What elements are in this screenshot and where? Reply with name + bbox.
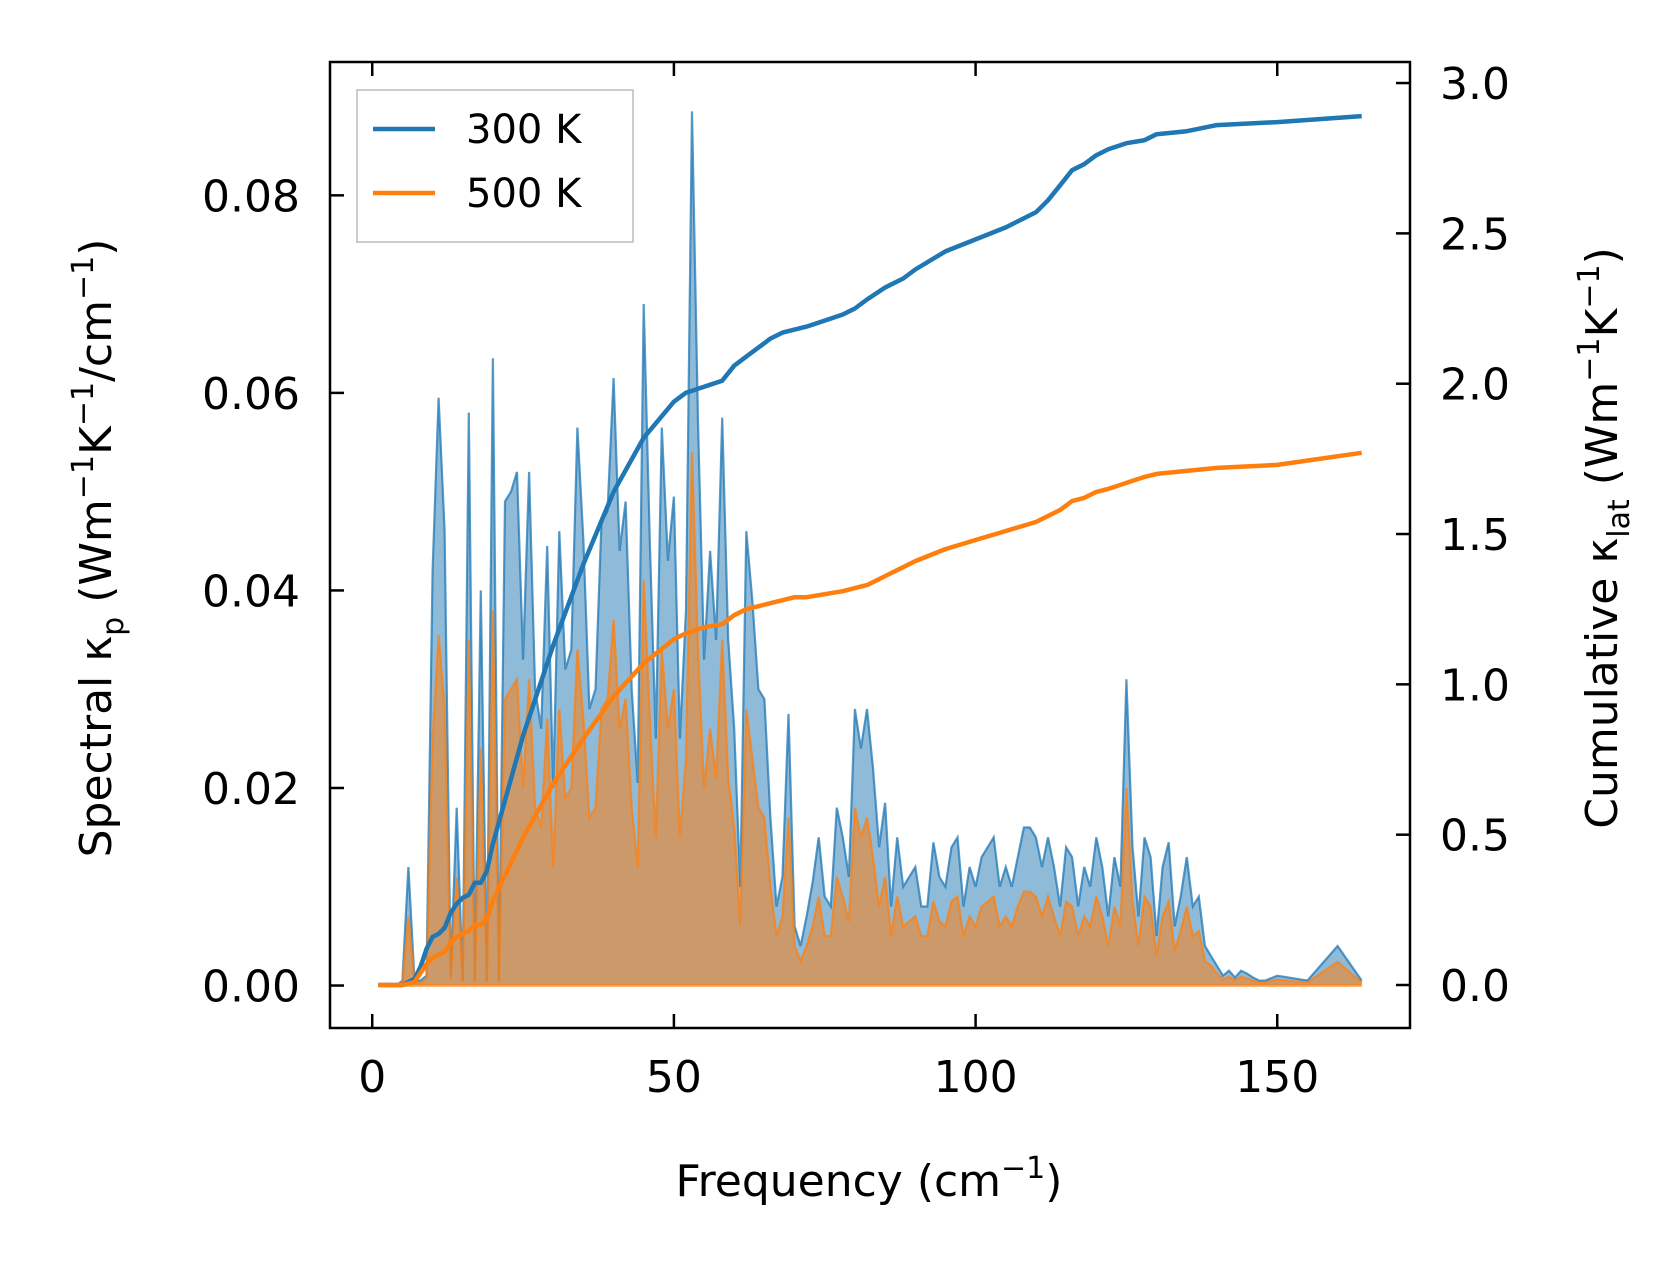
x-tick-label: 100 <box>934 1052 1018 1103</box>
x-axis-label: Frequency (cm−1) <box>676 1151 1063 1207</box>
axis-ticks: 0 50 100 150 0.00 0.02 0.04 0.06 0.08 0.0 0.5 1.0 1.… <box>202 59 1510 1103</box>
spectral-fills <box>378 111 1363 988</box>
plot-frame <box>328 60 1412 1030</box>
y-right-tick-label: 2.0 <box>1440 360 1510 411</box>
y-right-tick-label: 3.0 <box>1440 59 1510 110</box>
legend-label-300k: 300 K <box>466 107 583 153</box>
x-tick-label: 50 <box>646 1052 702 1103</box>
y-right-tick-label: 2.5 <box>1440 209 1510 260</box>
legend-label-500k: 500 K <box>466 171 583 217</box>
y-right-tick-label: 0.5 <box>1440 811 1510 862</box>
y-left-tick-label: 0.00 <box>202 962 300 1013</box>
x-tick-label: 150 <box>1235 1052 1319 1103</box>
y-left-axis-label: Spectral κp (Wm−1K−1/cm−1) <box>66 239 131 858</box>
cumulative-line-300k <box>378 113 1362 988</box>
cumulative-line-500k <box>378 450 1363 988</box>
y-left-tick-label: 0.04 <box>202 566 300 617</box>
y-left-tick-label: 0.08 <box>202 171 300 222</box>
spectral-line-300k <box>378 111 1363 987</box>
legend-box <box>356 89 634 243</box>
legend: 300 K 500 K <box>356 89 634 243</box>
spectral-line-500k <box>378 452 1363 987</box>
x-tick-label: 0 <box>358 1052 386 1103</box>
data-lines <box>378 113 1363 988</box>
y-right-tick-label: 1.0 <box>1440 660 1510 711</box>
y-right-axis-label: Cumulative κlat (Wm−1K−1) <box>1572 247 1637 829</box>
y-right-tick-label: 1.5 <box>1440 510 1510 561</box>
y-right-tick-label: 0.0 <box>1440 961 1510 1012</box>
spectral-fill-500k <box>378 452 1362 986</box>
y-left-tick-label: 0.06 <box>202 369 300 420</box>
y-left-tick-label: 0.02 <box>202 764 300 815</box>
